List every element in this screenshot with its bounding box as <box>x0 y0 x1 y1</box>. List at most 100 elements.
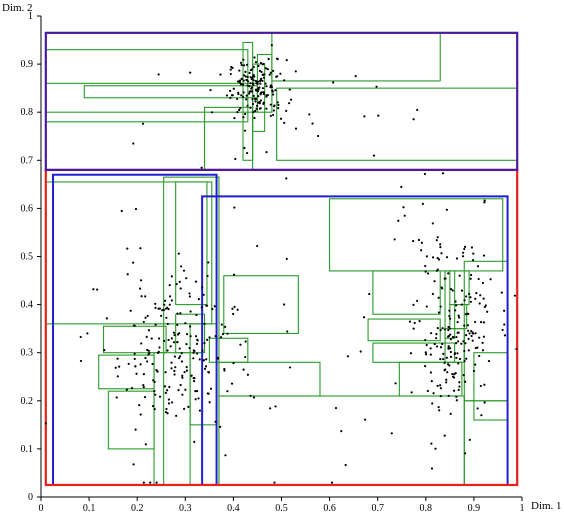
data-point <box>166 306 169 309</box>
data-point <box>408 320 412 323</box>
data-point <box>283 79 286 82</box>
data-point <box>316 134 320 138</box>
data-point <box>454 304 458 307</box>
data-point <box>254 79 258 83</box>
y-tick-label: 0.6 <box>21 203 34 214</box>
data-point <box>105 317 108 320</box>
data-point <box>230 382 234 385</box>
data-point <box>269 114 272 117</box>
data-point <box>163 299 167 302</box>
data-point <box>264 67 267 70</box>
data-point <box>479 294 482 297</box>
data-point <box>255 89 258 92</box>
data-point <box>175 282 178 286</box>
data-point <box>466 324 469 327</box>
data-point <box>426 272 430 275</box>
data-point <box>259 82 262 85</box>
data-point <box>142 481 145 484</box>
data-point <box>420 249 423 252</box>
data-point <box>246 75 249 79</box>
data-point <box>166 322 169 326</box>
data-point <box>482 335 486 338</box>
data-point <box>176 312 179 315</box>
data-point <box>167 338 170 342</box>
data-point <box>203 367 207 370</box>
data-point <box>449 338 453 341</box>
data-point <box>458 274 461 277</box>
data-point <box>271 93 275 96</box>
data-point <box>147 329 151 332</box>
data-point <box>176 323 179 326</box>
data-point <box>163 303 166 306</box>
data-point <box>446 371 449 374</box>
green-box <box>372 270 441 315</box>
data-point <box>484 304 487 307</box>
data-point <box>132 261 135 264</box>
data-point <box>265 150 268 154</box>
data-point <box>467 349 470 352</box>
data-point <box>134 428 137 431</box>
data-point <box>251 82 255 85</box>
data-point <box>503 334 507 337</box>
data-point <box>457 316 461 319</box>
data-point <box>474 320 477 324</box>
data-point <box>449 287 453 291</box>
data-point <box>460 289 464 292</box>
data-point <box>363 115 366 118</box>
data-point <box>455 335 458 339</box>
data-point <box>205 358 208 361</box>
data-point <box>261 87 265 90</box>
data-point <box>256 80 259 83</box>
data-point <box>96 288 99 291</box>
data-point <box>196 352 199 355</box>
data-point <box>359 350 362 353</box>
data-point <box>177 357 181 360</box>
data-point <box>166 349 169 352</box>
data-point <box>241 95 245 99</box>
y-tick-label: 0.9 <box>21 59 34 70</box>
data-point <box>195 313 198 317</box>
data-point <box>439 246 442 249</box>
x-tick-label: 0.8 <box>420 503 433 512</box>
data-point <box>409 352 413 355</box>
data-point <box>200 166 203 169</box>
data-point <box>311 122 314 125</box>
data-point <box>476 346 479 349</box>
data-point <box>165 316 168 319</box>
data-point <box>243 129 247 132</box>
data-point <box>252 65 255 69</box>
data-point <box>449 333 452 336</box>
data-point <box>208 401 211 404</box>
data-point <box>213 305 216 308</box>
y-tick-label: 0 <box>28 492 33 503</box>
data-point <box>460 303 463 306</box>
data-point <box>467 329 470 332</box>
data-point <box>237 91 240 94</box>
data-point <box>223 367 226 371</box>
data-point <box>170 401 174 404</box>
data-point <box>289 98 293 101</box>
red-box <box>44 168 519 487</box>
data-point <box>180 352 183 355</box>
green-box <box>218 395 465 486</box>
data-point <box>161 309 164 312</box>
data-point <box>232 312 235 316</box>
data-point <box>472 252 475 255</box>
data-point <box>132 463 135 466</box>
data-point <box>242 74 246 77</box>
y-axis-label: Dim. 2 <box>2 2 33 14</box>
data-point <box>133 352 136 355</box>
green-box <box>367 318 441 342</box>
data-point <box>229 68 232 71</box>
data-point <box>164 371 167 374</box>
data-point <box>431 402 434 405</box>
data-point <box>132 324 136 327</box>
data-point <box>116 357 119 360</box>
data-point <box>477 277 480 281</box>
data-point <box>259 93 262 96</box>
data-point <box>172 341 176 344</box>
data-point <box>274 89 277 92</box>
data-point <box>424 351 427 354</box>
data-point <box>170 337 173 340</box>
data-point <box>147 349 150 352</box>
